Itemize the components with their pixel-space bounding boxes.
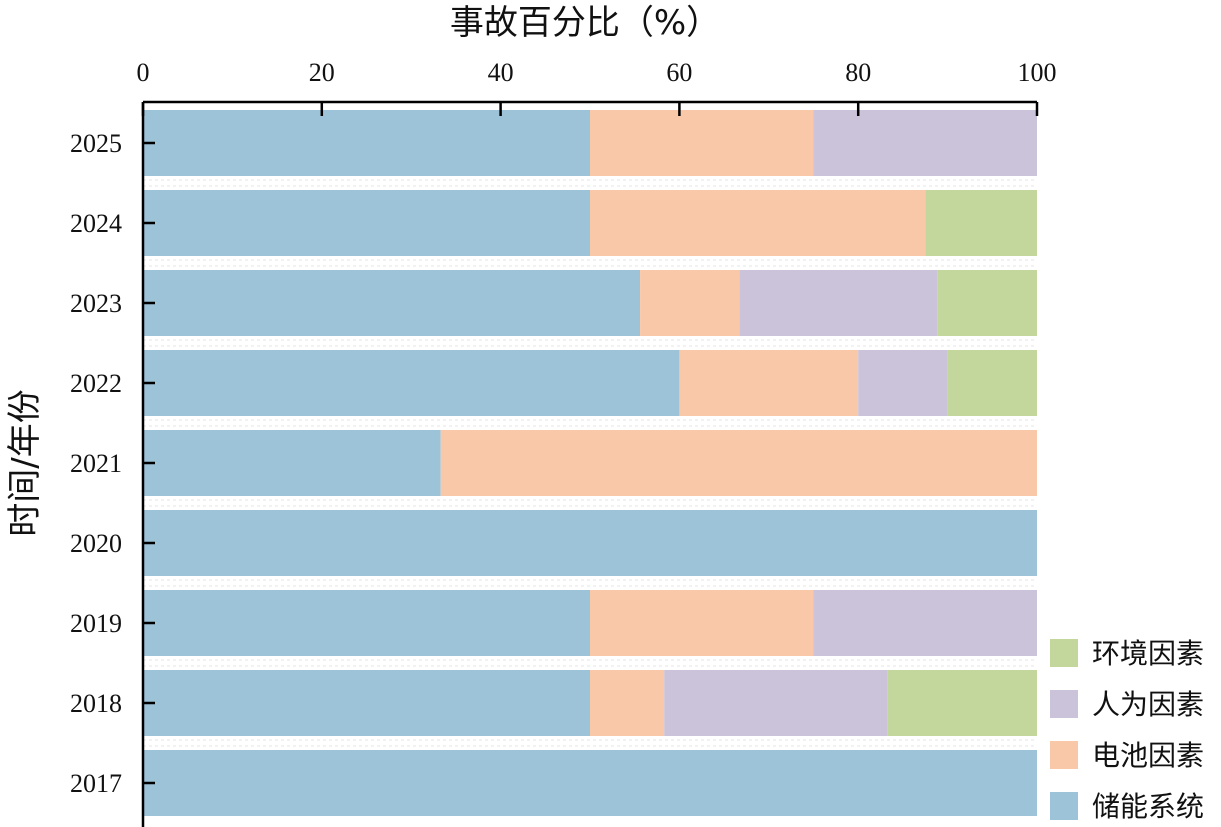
legend-label: 储能系统	[1092, 790, 1204, 823]
legend-label: 人为因素	[1092, 688, 1204, 721]
bar-segment	[143, 590, 590, 656]
bar-segment	[590, 590, 814, 656]
x-tick-label: 40	[488, 58, 514, 87]
bar-segment	[640, 270, 740, 336]
y-tick-label: 2025	[70, 129, 122, 158]
bar-segment	[143, 110, 590, 176]
y-tick-label: 2024	[70, 209, 122, 238]
bar-segment	[143, 190, 590, 256]
x-tick-label: 60	[666, 58, 692, 87]
y-axis-title: 时间/年份	[5, 389, 45, 536]
bar-segment	[813, 110, 1037, 176]
legend-label: 环境因素	[1092, 637, 1204, 670]
bar-segment	[143, 670, 590, 736]
bar-segment	[739, 270, 938, 336]
x-tick-label: 100	[1018, 58, 1057, 87]
bar-segment	[143, 750, 1037, 816]
y-tick-label: 2020	[70, 529, 122, 558]
legend-label: 电池因素	[1092, 739, 1204, 772]
bar-segment	[947, 350, 1037, 416]
x-tick-label: 80	[845, 58, 871, 87]
bar-segment	[858, 350, 948, 416]
y-tick-label: 2017	[70, 769, 122, 798]
axes-group: 0 20 40 60 80 100 2025 2024 2023 2022 2021 2020 2019…	[70, 58, 1057, 827]
bar-segment	[440, 430, 1037, 496]
x-tick-label: 20	[309, 58, 335, 87]
bar-segment	[590, 670, 665, 736]
bar-segment	[664, 670, 888, 736]
y-tick-label: 2019	[70, 609, 122, 638]
legend-swatch	[1050, 792, 1078, 820]
bar-segment	[143, 270, 641, 336]
bar-segment	[813, 590, 1037, 656]
bar-segment	[937, 270, 1037, 336]
legend-swatch	[1050, 690, 1078, 718]
bar-segment	[143, 430, 441, 496]
bar-segment	[590, 110, 814, 176]
legend-swatch	[1050, 639, 1078, 667]
x-axis-title: 事故百分比（%）	[450, 3, 720, 43]
bar-segment	[679, 350, 859, 416]
y-tick-label: 2021	[70, 449, 122, 478]
x-tick-label: 0	[137, 58, 150, 87]
bar-segment	[143, 510, 1037, 576]
bar-segment	[887, 670, 1037, 736]
bars-group	[143, 110, 1037, 816]
legend-swatch	[1050, 741, 1078, 769]
y-tick-label: 2023	[70, 289, 122, 318]
bar-segment	[143, 350, 680, 416]
bar-segment	[925, 190, 1037, 256]
y-tick-label: 2022	[70, 369, 122, 398]
y-tick-label: 2018	[70, 689, 122, 718]
bar-segment	[590, 190, 926, 256]
